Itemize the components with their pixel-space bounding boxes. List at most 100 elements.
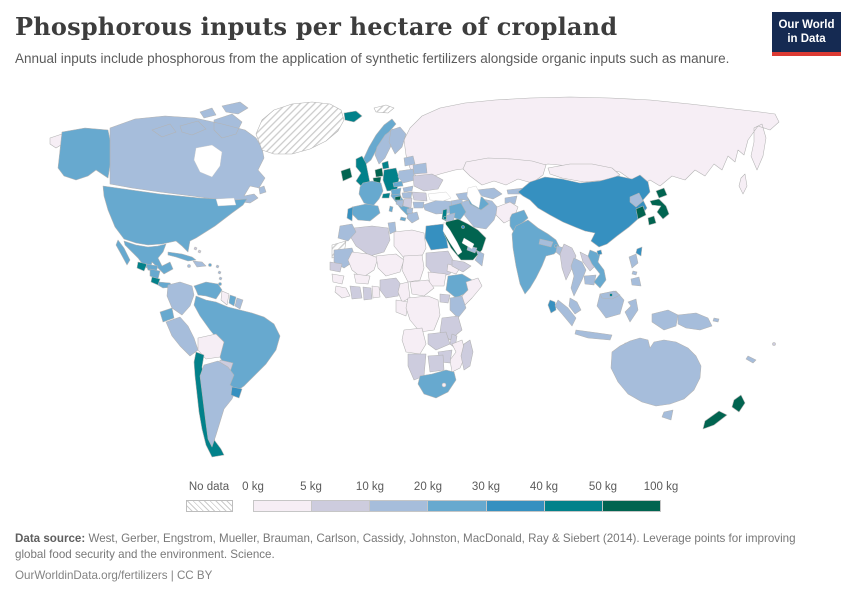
country-puerto-rico[interactable] (208, 263, 212, 267)
country-hispaniola[interactable] (192, 260, 207, 268)
country-fiji[interactable] (772, 342, 776, 346)
country-ghana[interactable] (362, 286, 373, 301)
country-romania[interactable] (411, 191, 428, 202)
legend-bin-40-50[interactable] (543, 500, 603, 512)
country-mozambique[interactable] (449, 339, 467, 373)
country-madagascar[interactable] (460, 339, 474, 371)
country-uganda[interactable] (439, 293, 451, 304)
country-angola[interactable] (401, 327, 427, 355)
country-canada[interactable] (109, 101, 267, 204)
country-australia[interactable] (610, 337, 702, 421)
country-guinea[interactable] (331, 273, 345, 285)
country-bahamas[interactable] (193, 246, 202, 254)
country-ukraine[interactable] (412, 173, 444, 192)
country-nigeria[interactable] (379, 277, 403, 299)
country-france[interactable] (358, 180, 384, 207)
country-new-zealand[interactable] (702, 394, 746, 430)
legend-bin-10-20[interactable] (369, 500, 429, 512)
country-botswana[interactable] (427, 354, 445, 373)
country-dr-congo[interactable] (405, 295, 441, 333)
country-uruguay[interactable] (230, 386, 243, 399)
country-slovenia[interactable] (394, 195, 402, 201)
country-austria[interactable] (390, 187, 402, 196)
legend-bin-50-100[interactable] (601, 500, 661, 512)
country-trinidad[interactable] (218, 282, 222, 286)
country-new-caledonia[interactable] (745, 355, 757, 364)
country-papua-new-guinea[interactable] (677, 312, 720, 331)
country-niger[interactable] (375, 253, 405, 277)
country-south-africa[interactable] (417, 369, 457, 399)
country-thailand[interactable] (570, 257, 587, 297)
country-zambia[interactable] (427, 331, 451, 351)
country-russia[interactable] (49, 96, 780, 195)
country-greenland[interactable] (255, 101, 345, 155)
country-croatia[interactable] (395, 199, 405, 208)
footer-citation-link[interactable]: OurWorldinData.org/fertilizers | CC BY (15, 569, 213, 582)
legend-no-data-swatch[interactable] (186, 500, 233, 512)
country-ivory-coast[interactable] (349, 285, 363, 300)
country-guatemala[interactable] (136, 261, 148, 272)
country-cyprus[interactable] (443, 216, 447, 220)
country-cambodia[interactable] (583, 274, 597, 286)
country-chad[interactable] (401, 254, 425, 283)
country-mexico[interactable] (115, 239, 174, 275)
country-gabon-congo[interactable] (395, 299, 409, 317)
legend-bin-20-30[interactable] (427, 500, 487, 512)
country-egypt[interactable] (424, 223, 449, 251)
country-poland[interactable] (397, 168, 416, 184)
country-south-korea[interactable] (635, 205, 647, 220)
country-slovakia[interactable] (402, 185, 414, 193)
country-uzbekistan[interactable] (476, 187, 503, 200)
country-colombia[interactable] (166, 281, 195, 316)
country-venezuela[interactable] (193, 281, 223, 300)
country-malaysia[interactable] (568, 290, 621, 315)
country-bulgaria[interactable] (412, 201, 425, 209)
country-svalbard[interactable] (373, 104, 395, 114)
country-french-guiana[interactable] (234, 297, 244, 310)
country-uae[interactable] (466, 245, 478, 254)
country-peru[interactable] (165, 316, 199, 357)
country-kuwait[interactable] (461, 225, 465, 229)
country-morocco[interactable] (337, 223, 357, 242)
country-japan[interactable] (647, 187, 670, 226)
country-lesser-antilles[interactable] (215, 264, 223, 281)
country-india[interactable] (511, 219, 561, 295)
country-serbia[interactable] (402, 197, 413, 209)
country-sierra-leone[interactable] (334, 285, 351, 299)
country-yemen[interactable] (451, 259, 472, 273)
country-somalia[interactable] (461, 277, 483, 307)
country-indonesia[interactable] (554, 290, 679, 348)
country-philippines[interactable] (628, 253, 642, 287)
country-cameroon[interactable] (397, 281, 411, 303)
country-germany[interactable] (382, 167, 400, 192)
country-guyana[interactable] (220, 290, 230, 306)
country-portugal[interactable] (346, 206, 354, 222)
country-vietnam[interactable] (587, 249, 607, 289)
country-libya[interactable] (393, 229, 427, 261)
country-sri-lanka[interactable] (547, 299, 557, 314)
country-mali[interactable] (347, 251, 379, 279)
country-spain[interactable] (350, 203, 381, 222)
country-belarus[interactable] (412, 162, 428, 175)
country-nepal[interactable] (538, 238, 554, 248)
country-bolivia[interactable] (197, 333, 225, 360)
country-brunei[interactable] (609, 293, 613, 297)
country-tajikistan[interactable] (504, 195, 518, 205)
country-senegal[interactable] (329, 261, 343, 273)
legend-bin-5-10[interactable] (311, 500, 371, 512)
country-usa[interactable] (57, 127, 248, 253)
country-denmark[interactable] (381, 160, 390, 170)
country-togo-benin[interactable] (371, 285, 381, 299)
country-argentina[interactable] (199, 360, 237, 448)
country-switzerland[interactable] (381, 192, 391, 199)
country-oman[interactable] (474, 249, 485, 267)
legend-bin-0-5[interactable] (253, 500, 313, 512)
country-tunisia[interactable] (387, 221, 397, 235)
country-lesotho[interactable] (441, 382, 447, 388)
country-taiwan[interactable] (635, 246, 643, 257)
country-netherlands[interactable] (374, 167, 384, 178)
country-namibia[interactable] (407, 353, 427, 381)
country-czechia[interactable] (392, 180, 404, 188)
country-ireland[interactable] (340, 167, 353, 182)
country-hungary[interactable] (401, 191, 413, 199)
